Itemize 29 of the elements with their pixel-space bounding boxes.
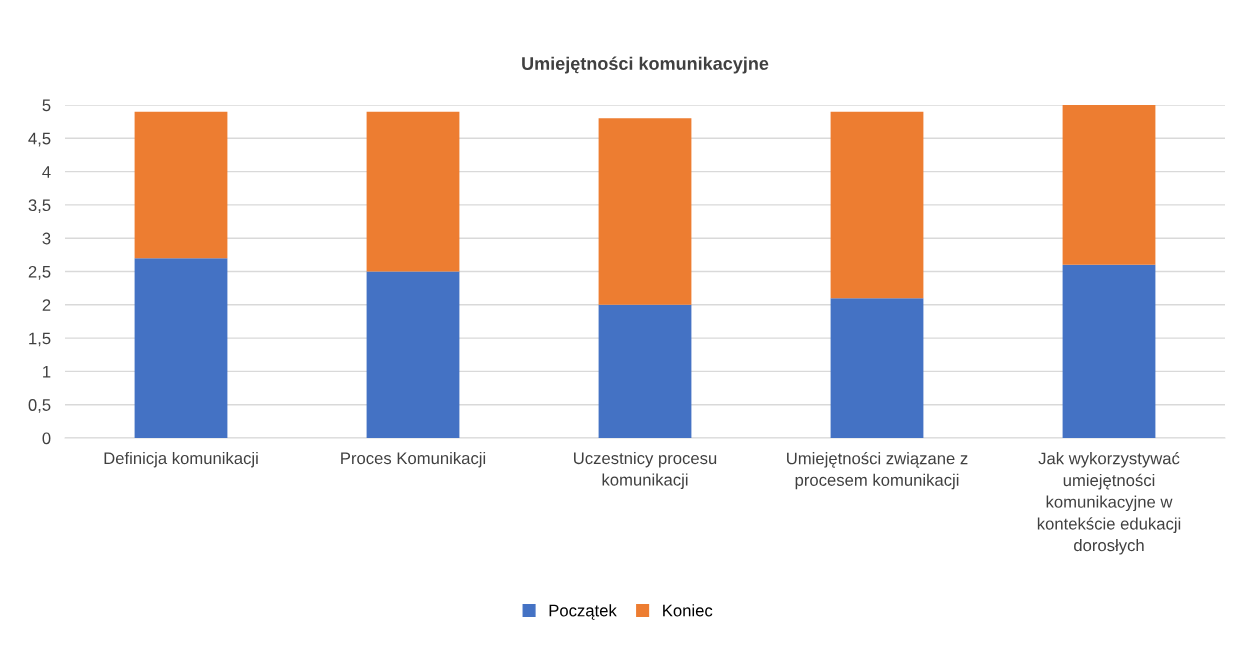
bar bbox=[1062, 105, 1156, 265]
y-tick-label: 3 bbox=[42, 232, 51, 245]
y-tick-label: 1 bbox=[43, 365, 51, 378]
y-tick-label: 1,5 bbox=[29, 332, 51, 347]
bar bbox=[598, 118, 692, 305]
bar bbox=[1062, 264, 1156, 438]
bar bbox=[366, 111, 460, 272]
x-tick-label: Uczestnicy procesu komunikacji bbox=[574, 451, 717, 489]
x-tick-label: Proces Komunikacji bbox=[341, 451, 486, 468]
x-tick-label: Definicja komunikacji bbox=[104, 451, 258, 468]
bar bbox=[830, 111, 924, 299]
bar bbox=[830, 298, 924, 438]
legend-label: Początek bbox=[549, 604, 617, 620]
y-tick-label: 5 bbox=[42, 99, 51, 112]
y-tick-label: 2 bbox=[42, 299, 51, 311]
y-tick-label: 0,5 bbox=[28, 399, 51, 413]
y-tick-label: 0 bbox=[42, 432, 51, 445]
bar bbox=[134, 258, 228, 438]
bar bbox=[134, 111, 228, 259]
x-tick-label: Umiejętności związane z procesem komunikacji bbox=[787, 451, 968, 490]
legend-label: Koniec bbox=[663, 604, 713, 617]
y-tick-label: 4 bbox=[42, 166, 51, 178]
bar bbox=[598, 304, 692, 438]
y-tick-label: 4,5 bbox=[28, 132, 51, 147]
bar bbox=[366, 271, 460, 438]
x-tick-label: Jak wykorzystywać umiejętności komunikacyjne w kontekście edukacji dorosłych bbox=[1037, 451, 1181, 555]
y-tick-label: 2,5 bbox=[28, 265, 51, 280]
y-tick-label: 3,5 bbox=[28, 199, 51, 214]
chart-title: Umiejętności komunikacyjne bbox=[522, 56, 769, 74]
